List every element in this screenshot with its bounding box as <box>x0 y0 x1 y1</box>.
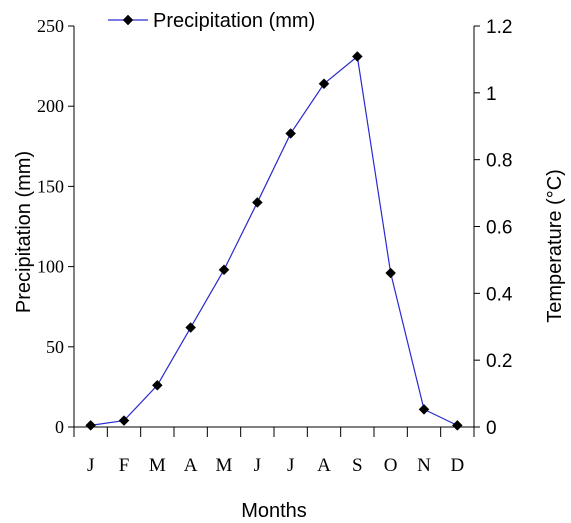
x-tick-label: J <box>254 455 261 476</box>
precipitation-point <box>285 128 297 139</box>
left-tick-label: 250 <box>37 16 64 36</box>
right-tick-label: 0.6 <box>486 218 512 239</box>
precipitation-point <box>85 420 97 431</box>
left-tick-label: 100 <box>37 257 64 277</box>
precipitation-point <box>451 420 463 431</box>
left-tick-label: 150 <box>37 176 64 196</box>
precipitation-point <box>385 267 397 279</box>
left-tick-label: 0 <box>55 417 64 437</box>
precipitation-line <box>90 55 458 426</box>
precipitation-point <box>251 197 263 208</box>
left-y-axis: 0 50 100 150 200 250 <box>37 16 75 437</box>
left-tick-label: 50 <box>46 337 64 357</box>
x-tick-label: D <box>450 455 464 476</box>
x-tick-label: J <box>87 455 94 476</box>
right-tick-label: 0.4 <box>486 284 513 305</box>
precipitation-point <box>118 415 130 426</box>
right-tick-label: 1 <box>486 84 497 105</box>
right-y-axis: 0 0.2 0.4 0.6 0.8 1 1.2 <box>473 17 513 439</box>
precipitation-point <box>318 78 330 90</box>
precipitation-point <box>351 51 363 62</box>
precipitation-point <box>185 322 197 333</box>
y-axis-title: Precipitation (mm) <box>13 151 35 313</box>
series-layer <box>85 51 463 431</box>
x-tick-label: J <box>287 455 294 476</box>
x-tick-label: A <box>184 455 198 476</box>
legend: Precipitation (mm) <box>108 10 315 32</box>
x-axis-title: Months <box>241 500 307 522</box>
x-tick-label: O <box>384 455 398 476</box>
left-tick-label: 200 <box>37 96 64 116</box>
x-tick-label: A <box>317 455 331 476</box>
x-tick-label: N <box>417 455 431 476</box>
x-tick-label: M <box>149 455 166 476</box>
legend-marker <box>122 14 134 26</box>
x-tick-label: F <box>119 455 130 476</box>
x-tick-label: S <box>352 455 363 476</box>
precipitation-point <box>151 379 163 391</box>
right-tick-label: 0.8 <box>486 151 512 172</box>
right-tick-label: 0.2 <box>486 351 512 372</box>
precipitation-point <box>218 264 230 276</box>
x-tick-label: M <box>216 455 233 476</box>
right-tick-label: 0 <box>486 418 497 439</box>
legend-label: Precipitation (mm) <box>153 10 315 32</box>
right-tick-label: 1.2 <box>486 17 512 38</box>
y2-axis-title: Temperature (°C) <box>544 169 566 323</box>
precipitation-point <box>418 404 430 415</box>
